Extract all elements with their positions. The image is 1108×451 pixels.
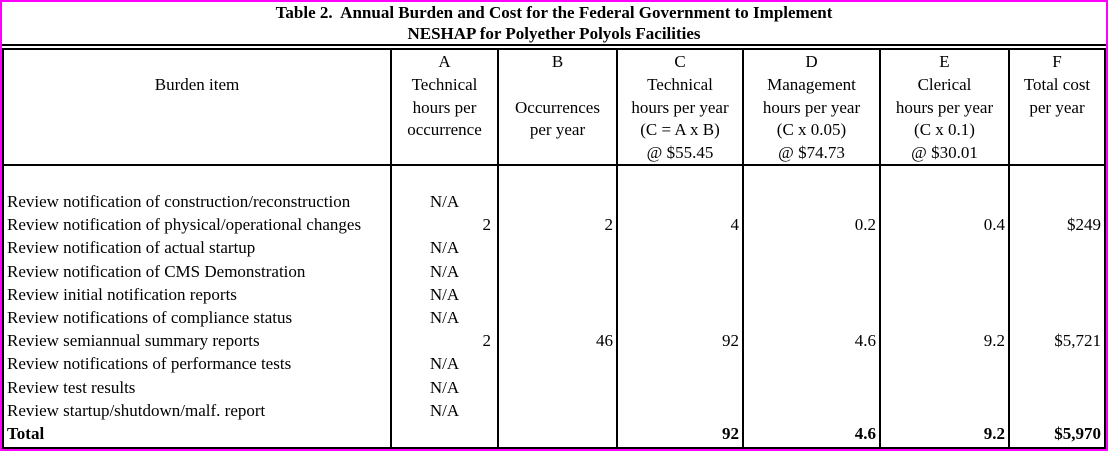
cell-d-value bbox=[744, 352, 879, 375]
total-e-value: 9.2 bbox=[983, 423, 1005, 443]
table-header-row: Burden item A Technical hours per occurr… bbox=[4, 50, 1104, 166]
cell-a-value: N/A bbox=[429, 400, 460, 420]
cell-c-value bbox=[618, 306, 742, 329]
burden-item-label: Review semiannual summary reports bbox=[7, 331, 260, 351]
cell-a-value: N/A bbox=[429, 238, 460, 258]
cell-f-value bbox=[1010, 236, 1104, 259]
cell-a-value: N/A bbox=[429, 284, 460, 304]
cell-c-value bbox=[618, 190, 742, 213]
cell-b-value bbox=[499, 376, 616, 399]
cell-d-value bbox=[744, 283, 879, 306]
cell-e-value bbox=[881, 376, 1008, 399]
burden-item-label: Review test results bbox=[7, 377, 136, 397]
cell-f-value bbox=[1010, 283, 1104, 306]
column-d-values: 0.2 4.6 4.6 bbox=[742, 166, 879, 447]
table-title-line-1: Table 2. Annual Burden and Cost for the … bbox=[275, 3, 833, 22]
cell-f-value bbox=[1010, 190, 1104, 213]
header-cell-col-f: F Total cost per year bbox=[1008, 50, 1104, 164]
cell-e-value bbox=[881, 190, 1008, 213]
cell-b-value: 2 bbox=[604, 215, 614, 235]
cell-f-value: $5,721 bbox=[1054, 331, 1101, 351]
cell-c-value bbox=[618, 352, 742, 375]
cell-d-value: 0.2 bbox=[854, 215, 876, 235]
cell-c-value bbox=[618, 260, 742, 283]
cell-e-value: 0.4 bbox=[983, 215, 1005, 235]
cell-b-value bbox=[499, 260, 616, 283]
double-rule-divider bbox=[2, 44, 1106, 50]
table-body: Review notification of construction/reco… bbox=[4, 166, 1104, 447]
cell-f-value bbox=[1010, 306, 1104, 329]
cell-c-value bbox=[618, 283, 742, 306]
column-b-values: 2 46 bbox=[497, 166, 616, 447]
total-row-label: Total bbox=[7, 423, 45, 443]
header-cell-col-c: C Technical hours per year (C = A x B) @… bbox=[616, 50, 742, 164]
cell-b-value bbox=[499, 399, 616, 422]
column-c-values: 4 92 92 bbox=[616, 166, 742, 447]
column-e-values: 0.4 9.2 9.2 bbox=[879, 166, 1008, 447]
header-cell-col-b: B Occurrences per year bbox=[497, 50, 616, 164]
burden-item-label: Review notification of actual startup bbox=[7, 238, 256, 258]
burden-item-label: Review notification of construction/reco… bbox=[7, 192, 351, 211]
cell-c-value bbox=[618, 376, 742, 399]
total-f-value: $5,970 bbox=[1054, 423, 1101, 443]
cell-e-value bbox=[881, 236, 1008, 259]
burden-item-label: Review initial notification reports bbox=[7, 284, 237, 304]
burden-item-label: Review notification of CMS Demonstration bbox=[7, 261, 306, 281]
cell-f-value bbox=[1010, 352, 1104, 375]
cell-f-value bbox=[1010, 376, 1104, 399]
cell-c-value bbox=[618, 399, 742, 422]
cell-a-value: N/A bbox=[429, 261, 460, 281]
cell-e-value bbox=[881, 399, 1008, 422]
total-c-value: 92 bbox=[722, 423, 739, 443]
cell-d-value bbox=[744, 260, 879, 283]
cell-d-value: 4.6 bbox=[854, 331, 876, 351]
cell-b-value bbox=[499, 352, 616, 375]
cell-d-value bbox=[744, 376, 879, 399]
header-cell-col-a: A Technical hours per occurrence bbox=[390, 50, 497, 164]
cell-e-value bbox=[881, 260, 1008, 283]
header-cell-burden-item: Burden item bbox=[154, 74, 240, 94]
burden-cost-table: Burden item A Technical hours per occurr… bbox=[2, 50, 1106, 449]
cell-d-value bbox=[744, 236, 879, 259]
column-burden-items: Review notification of construction/reco… bbox=[4, 166, 390, 447]
cell-c-value bbox=[618, 236, 742, 259]
cell-d-value bbox=[744, 190, 879, 213]
cell-b-value bbox=[499, 422, 616, 445]
column-f-values: $249 $5,721 $5,970 bbox=[1008, 166, 1104, 447]
cell-b-value bbox=[499, 190, 616, 213]
cell-a-value: 2 bbox=[482, 215, 492, 235]
cell-a-value: N/A bbox=[429, 307, 460, 327]
column-a-values: N/A 2 N/A N/A N/A N/A 2 N/A N/A N/A bbox=[390, 166, 497, 447]
cell-f-value bbox=[1010, 399, 1104, 422]
table-title: Table 2. Annual Burden and Cost for the … bbox=[2, 2, 1106, 44]
header-cell-col-e: E Clerical hours per year (C x 0.1) @ $3… bbox=[879, 50, 1008, 164]
cell-d-value bbox=[744, 399, 879, 422]
header-cell-col-d: D Management hours per year (C x 0.05) @… bbox=[742, 50, 879, 164]
cell-e-value bbox=[881, 306, 1008, 329]
cell-b-value: 46 bbox=[596, 331, 613, 351]
cell-c-value: 4 bbox=[730, 215, 740, 235]
burden-item-label: Review notifications of performance test… bbox=[7, 354, 292, 374]
cell-d-value bbox=[744, 306, 879, 329]
table-title-line-2: NESHAP for Polyether Polyols Facilities bbox=[407, 24, 701, 43]
cell-a-value bbox=[392, 422, 497, 445]
cell-e-value: 9.2 bbox=[983, 331, 1005, 351]
cell-e-value bbox=[881, 352, 1008, 375]
cell-f-value bbox=[1010, 260, 1104, 283]
cell-f-value: $249 bbox=[1067, 215, 1101, 235]
cell-a-value: N/A bbox=[429, 354, 460, 374]
cell-e-value bbox=[881, 283, 1008, 306]
burden-item-label: Review notifications of compliance statu… bbox=[7, 307, 293, 327]
total-d-value: 4.6 bbox=[854, 423, 876, 443]
cell-b-value bbox=[499, 283, 616, 306]
cell-a-value: 2 bbox=[482, 331, 492, 351]
cell-a-value: N/A bbox=[429, 192, 460, 211]
cell-a-value: N/A bbox=[429, 377, 460, 397]
burden-item-label: Review notification of physical/operatio… bbox=[7, 215, 362, 235]
burden-item-label: Review startup/shutdown/malf. report bbox=[7, 400, 266, 420]
cell-b-value bbox=[499, 236, 616, 259]
cell-c-value: 92 bbox=[722, 331, 739, 351]
cell-b-value bbox=[499, 306, 616, 329]
